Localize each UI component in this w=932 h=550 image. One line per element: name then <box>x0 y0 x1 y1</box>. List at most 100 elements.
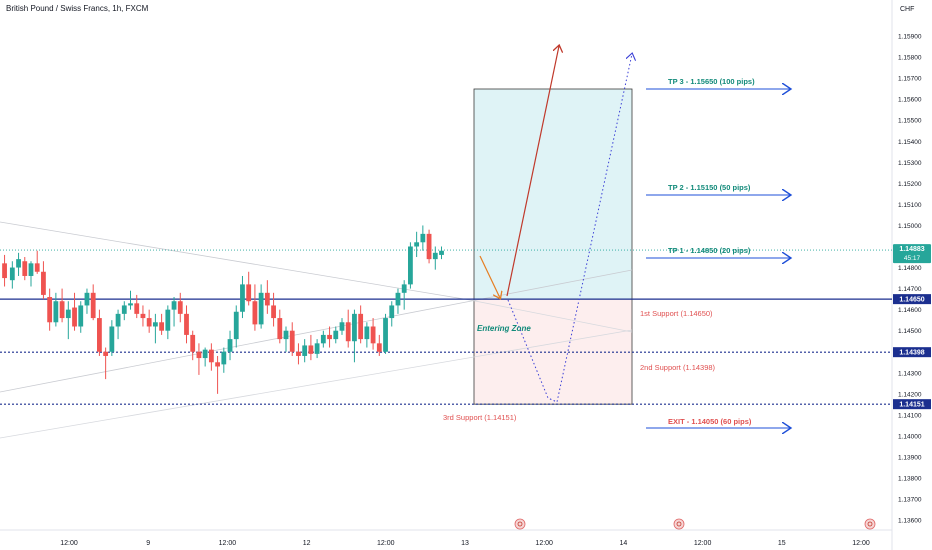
candle-body <box>420 233 426 243</box>
candle-body <box>320 334 326 344</box>
candle-body <box>426 233 432 260</box>
candle-body <box>264 292 270 306</box>
entry-arrow[interactable] <box>479 255 500 298</box>
candle-body <box>16 259 21 268</box>
candle-body <box>109 326 115 352</box>
candle-body <box>90 292 96 319</box>
candle-body <box>146 318 152 327</box>
candle-body <box>358 313 364 340</box>
bullish-projection-arrow[interactable] <box>506 46 559 297</box>
support-1-tag-value: 1.14650 <box>899 297 924 304</box>
candle <box>289 322 295 356</box>
candle <box>190 330 196 361</box>
support-2-label: 2nd Support (1.14398) <box>640 363 716 372</box>
candle-body <box>103 351 109 356</box>
candle <box>358 305 364 344</box>
candle <box>215 355 220 394</box>
candle-body <box>395 292 401 306</box>
time-tick-label: 14 <box>620 540 628 547</box>
price-tick-label: 1.14600 <box>898 307 922 314</box>
support-3-tag[interactable] <box>893 399 931 410</box>
candle <box>90 284 96 321</box>
candle <box>296 343 301 365</box>
candle <box>221 347 227 373</box>
candle <box>22 257 28 281</box>
candle-body <box>439 250 444 255</box>
candle <box>72 292 77 331</box>
long-position-zone[interactable] <box>473 88 633 300</box>
candle-body <box>84 292 90 306</box>
support-2-tag[interactable] <box>893 347 931 358</box>
support-1-tag[interactable] <box>893 294 931 305</box>
price-tick-label: 1.14700 <box>898 286 922 293</box>
candle <box>302 339 308 363</box>
candle-body <box>376 343 382 352</box>
candle-body <box>277 318 283 340</box>
price-tick-label: 1.15700 <box>898 76 922 83</box>
candle-body <box>159 322 165 331</box>
descending-trend-line-extension[interactable] <box>469 299 633 333</box>
time-tick-label: 12:00 <box>377 540 395 547</box>
price-tick-label: 1.13700 <box>898 497 922 504</box>
candle-body <box>177 301 183 314</box>
candle <box>376 334 382 356</box>
price-tick-label: 1.15300 <box>898 160 922 167</box>
support-3-label: 3rd Support (1.14151) <box>443 413 517 422</box>
candle <box>2 254 7 287</box>
economic-event-icon[interactable] <box>514 518 526 530</box>
price-tick-label: 1.14500 <box>898 328 922 335</box>
tp2-label: TP 2 - 1.15150 (50 pips) <box>668 183 751 192</box>
candle <box>345 309 351 348</box>
candle-body <box>308 345 314 354</box>
candle-body <box>314 343 320 354</box>
candle <box>41 261 46 300</box>
price-tick-label: 1.15600 <box>898 97 922 104</box>
support-1-label: 1st Support (1.14650) <box>640 309 713 318</box>
candle-body <box>215 362 220 367</box>
candle <box>432 246 438 270</box>
candle <box>47 288 53 331</box>
price-tick-label: 1.15000 <box>898 223 922 230</box>
candle <box>252 284 258 331</box>
price-tick-label: 1.15900 <box>898 34 922 41</box>
price-tick-label: 1.15500 <box>898 118 922 125</box>
candle <box>264 280 270 314</box>
candle <box>159 313 165 335</box>
currency-label: CHF <box>900 6 914 13</box>
candle <box>28 261 34 287</box>
candle-body <box>432 252 438 260</box>
lower-trend-line[interactable] <box>0 329 633 439</box>
candle <box>202 347 208 367</box>
candle-body <box>296 351 301 356</box>
economic-event-icon[interactable] <box>864 518 876 530</box>
candle <box>208 343 214 371</box>
candle <box>227 330 233 361</box>
bearish-then-bullish-projection[interactable] <box>507 54 632 403</box>
candle-body <box>128 303 133 306</box>
candle-body <box>252 301 258 325</box>
price-tick-label: 1.14200 <box>898 391 922 398</box>
economic-event-icon[interactable] <box>673 518 685 530</box>
candle-body <box>171 301 177 310</box>
tp1-label: TP 1 - 1.14850 (20 pips) <box>668 246 751 255</box>
price-tick-label: 1.14000 <box>898 433 922 440</box>
candle-body <box>352 313 357 342</box>
candle <box>9 261 15 289</box>
candle <box>65 301 71 340</box>
candle <box>184 305 189 344</box>
last-price-tag[interactable] <box>893 244 931 264</box>
time-tick-label: 12:00 <box>694 540 712 547</box>
price-axis-panel[interactable] <box>892 0 932 550</box>
candle <box>53 292 59 327</box>
time-tick-label: 12 <box>303 540 311 547</box>
time-tick-label: 12:00 <box>219 540 237 547</box>
candle <box>414 231 420 258</box>
candle-body <box>221 351 227 365</box>
candle <box>171 297 177 327</box>
candle <box>97 309 102 356</box>
price-tags: 1.14883 45:17 1.14650 1.14398 1.14151 <box>893 244 931 410</box>
candle-body <box>364 326 370 340</box>
descending-trend-line[interactable] <box>0 221 471 301</box>
candle-body <box>271 305 276 319</box>
price-tick-label: 1.13800 <box>898 476 922 483</box>
